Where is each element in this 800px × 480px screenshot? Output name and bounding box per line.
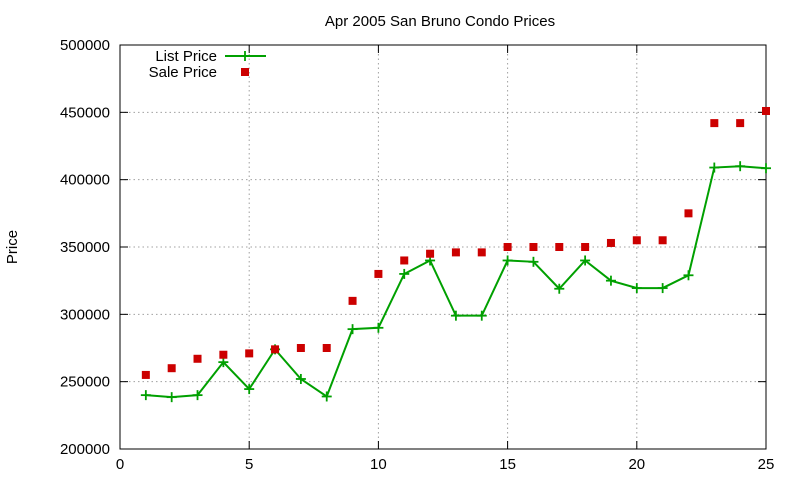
list-price-line [145, 165, 767, 399]
list-price-point [295, 373, 306, 384]
list-price-point [399, 268, 410, 279]
y-tick-label: 500000 [60, 37, 110, 54]
list-price-point [502, 255, 513, 266]
y-tick-label: 400000 [60, 172, 110, 189]
axes [119, 44, 767, 450]
y-tick-label: 450000 [60, 104, 110, 121]
sale-price-point [322, 344, 331, 352]
sale-price-point [529, 243, 538, 251]
sale-price-point [606, 238, 615, 247]
sale-price-point [555, 243, 564, 251]
y-tick-label: 300000 [60, 306, 110, 323]
y-tick-label: 350000 [60, 239, 110, 256]
x-tick-label: 5 [245, 456, 253, 473]
list-price-point [709, 162, 720, 173]
list-price-point [761, 163, 771, 174]
sale-price-point [710, 119, 719, 128]
sale-price-point [374, 269, 383, 278]
sale-price-point [658, 236, 667, 245]
list-price-point [347, 324, 358, 335]
sale-price-point [684, 209, 693, 218]
sale-price-point [167, 364, 176, 373]
sale-price-point [736, 119, 745, 128]
legend-label: Sale Price [149, 64, 217, 81]
data-series [140, 106, 771, 403]
list-price-point [631, 283, 642, 294]
sale-price-point [632, 236, 641, 245]
y-tick-label: 200000 [60, 441, 110, 458]
legend-square-marker [241, 68, 249, 76]
list-price-point [580, 255, 591, 266]
grid-lines [120, 45, 766, 449]
sale-price-point [193, 354, 202, 363]
sale-price-point [245, 349, 254, 358]
sale-price-point [271, 345, 280, 354]
sale-price-point [400, 256, 409, 265]
y-axis-label: Price [4, 230, 21, 264]
sale-price-point [141, 370, 150, 379]
list-price-point [554, 283, 565, 294]
sale-price-point [348, 296, 357, 305]
list-price-point [321, 391, 332, 402]
sale-price-point [296, 344, 305, 352]
list-price-point [373, 322, 384, 333]
list-price-point [657, 283, 668, 294]
series-0 [140, 161, 771, 403]
list-price-point [244, 384, 255, 395]
list-price-point [450, 310, 461, 321]
list-price-point [140, 390, 151, 401]
legend-label: List Price [155, 48, 217, 65]
sale-price-point [503, 243, 512, 251]
x-tick-label: 15 [499, 456, 516, 473]
list-price-point [218, 357, 229, 368]
x-tick-label: 20 [628, 456, 645, 473]
list-price-point [683, 270, 694, 281]
chart-title: Apr 2005 San Bruno Condo Prices [325, 13, 555, 30]
x-tick-label: 10 [370, 456, 387, 473]
list-price-point [528, 256, 539, 267]
sale-price-point [477, 248, 486, 257]
sale-price-point [426, 249, 435, 258]
list-price-point [605, 275, 616, 286]
list-price-point [476, 310, 487, 321]
list-price-point [735, 161, 746, 172]
series-1 [141, 106, 770, 379]
y-tick-label: 250000 [60, 374, 110, 391]
sale-price-point [762, 106, 770, 115]
list-price-point [166, 392, 177, 403]
tick-labels: 0 5 10 15 20 25 200000 250000 300000 350000 400000… [60, 37, 774, 473]
legend-plus-marker [240, 51, 250, 61]
x-tick-label: 25 [758, 456, 775, 473]
sale-price-point [219, 350, 228, 359]
x-tick-label: 0 [116, 456, 124, 473]
list-price-point [192, 390, 203, 401]
sale-price-point [451, 248, 460, 257]
sale-price-point [581, 243, 590, 251]
